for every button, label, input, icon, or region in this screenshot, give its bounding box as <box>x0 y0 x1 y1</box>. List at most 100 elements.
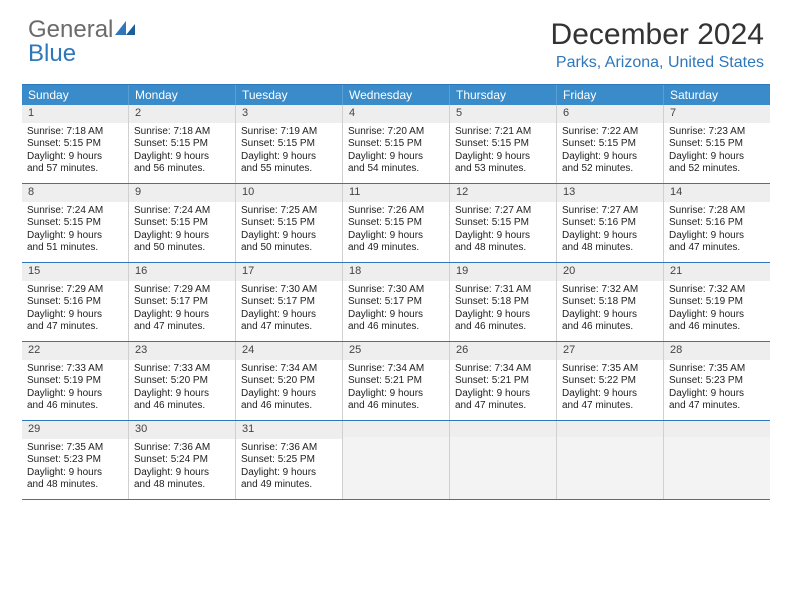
week-row: 29Sunrise: 7:35 AMSunset: 5:23 PMDayligh… <box>22 421 770 500</box>
sunset-line: Sunset: 5:16 PM <box>27 296 123 309</box>
sunset-line: Sunset: 5:25 PM <box>241 454 337 467</box>
day-number: 22 <box>22 342 128 360</box>
day-number: 10 <box>236 184 342 202</box>
daylight-line: Daylight: 9 hours <box>241 467 337 480</box>
daylight-line: Daylight: 9 hours <box>27 309 123 322</box>
daylight-line: and 48 minutes. <box>562 242 658 255</box>
daylight-line: and 46 minutes. <box>348 400 444 413</box>
daylight-line: Daylight: 9 hours <box>562 151 658 164</box>
day-cell: 8Sunrise: 7:24 AMSunset: 5:15 PMDaylight… <box>22 184 129 262</box>
sunset-line: Sunset: 5:15 PM <box>241 138 337 151</box>
day-cell: 12Sunrise: 7:27 AMSunset: 5:15 PMDayligh… <box>450 184 557 262</box>
day-body: Sunrise: 7:18 AMSunset: 5:15 PMDaylight:… <box>129 123 235 180</box>
sunset-line: Sunset: 5:15 PM <box>134 217 230 230</box>
day-body: Sunrise: 7:19 AMSunset: 5:15 PMDaylight:… <box>236 123 342 180</box>
daylight-line: and 46 minutes. <box>348 321 444 334</box>
day-body: Sunrise: 7:30 AMSunset: 5:17 PMDaylight:… <box>236 281 342 338</box>
daylight-line: and 51 minutes. <box>27 242 123 255</box>
daylight-line: Daylight: 9 hours <box>134 388 230 401</box>
day-body: Sunrise: 7:33 AMSunset: 5:19 PMDaylight:… <box>22 360 128 417</box>
sunset-line: Sunset: 5:21 PM <box>348 375 444 388</box>
day-number: 13 <box>557 184 663 202</box>
day-body: Sunrise: 7:26 AMSunset: 5:15 PMDaylight:… <box>343 202 449 259</box>
day-body: Sunrise: 7:33 AMSunset: 5:20 PMDaylight:… <box>129 360 235 417</box>
dow-row: SundayMondayTuesdayWednesdayThursdayFrid… <box>22 85 770 105</box>
sunset-line: Sunset: 5:17 PM <box>241 296 337 309</box>
daylight-line: Daylight: 9 hours <box>134 230 230 243</box>
daylight-line: Daylight: 9 hours <box>562 388 658 401</box>
daylight-line: and 47 minutes. <box>455 400 551 413</box>
daylight-line: Daylight: 9 hours <box>669 309 765 322</box>
sunset-line: Sunset: 5:15 PM <box>455 138 551 151</box>
day-cell: 25Sunrise: 7:34 AMSunset: 5:21 PMDayligh… <box>343 342 450 420</box>
day-body: Sunrise: 7:29 AMSunset: 5:17 PMDaylight:… <box>129 281 235 338</box>
daylight-line: and 47 minutes. <box>241 321 337 334</box>
daylight-line: Daylight: 9 hours <box>348 151 444 164</box>
sunset-line: Sunset: 5:15 PM <box>669 138 765 151</box>
sunset-line: Sunset: 5:17 PM <box>134 296 230 309</box>
day-number: 14 <box>664 184 770 202</box>
day-cell: 24Sunrise: 7:34 AMSunset: 5:20 PMDayligh… <box>236 342 343 420</box>
sunrise-line: Sunrise: 7:33 AM <box>134 363 230 376</box>
day-number: 20 <box>557 263 663 281</box>
daylight-line: Daylight: 9 hours <box>27 151 123 164</box>
daylight-line: Daylight: 9 hours <box>455 309 551 322</box>
day-cell: 22Sunrise: 7:33 AMSunset: 5:19 PMDayligh… <box>22 342 129 420</box>
daylight-line: Daylight: 9 hours <box>241 230 337 243</box>
day-cell: 19Sunrise: 7:31 AMSunset: 5:18 PMDayligh… <box>450 263 557 341</box>
daylight-line: and 46 minutes. <box>562 321 658 334</box>
day-cell: 4Sunrise: 7:20 AMSunset: 5:15 PMDaylight… <box>343 105 450 183</box>
daylight-line: and 52 minutes. <box>669 163 765 176</box>
day-cell: 17Sunrise: 7:30 AMSunset: 5:17 PMDayligh… <box>236 263 343 341</box>
day-body: Sunrise: 7:21 AMSunset: 5:15 PMDaylight:… <box>450 123 556 180</box>
sunset-line: Sunset: 5:21 PM <box>455 375 551 388</box>
sunset-line: Sunset: 5:18 PM <box>455 296 551 309</box>
sunset-line: Sunset: 5:15 PM <box>562 138 658 151</box>
sunset-line: Sunset: 5:15 PM <box>27 138 123 151</box>
sunset-line: Sunset: 5:16 PM <box>562 217 658 230</box>
daylight-line: and 48 minutes. <box>134 479 230 492</box>
dow-cell: Tuesday <box>236 85 343 105</box>
sunrise-line: Sunrise: 7:23 AM <box>669 126 765 139</box>
day-number: 21 <box>664 263 770 281</box>
day-body: Sunrise: 7:24 AMSunset: 5:15 PMDaylight:… <box>22 202 128 259</box>
day-number: 5 <box>450 105 556 123</box>
day-cell: 21Sunrise: 7:32 AMSunset: 5:19 PMDayligh… <box>664 263 770 341</box>
day-cell: 16Sunrise: 7:29 AMSunset: 5:17 PMDayligh… <box>129 263 236 341</box>
day-number <box>557 421 663 437</box>
daylight-line: Daylight: 9 hours <box>455 388 551 401</box>
sunset-line: Sunset: 5:15 PM <box>455 217 551 230</box>
sunset-line: Sunset: 5:16 PM <box>669 217 765 230</box>
day-number: 4 <box>343 105 449 123</box>
daylight-line: and 47 minutes. <box>27 321 123 334</box>
daylight-line: Daylight: 9 hours <box>134 309 230 322</box>
day-body: Sunrise: 7:35 AMSunset: 5:23 PMDaylight:… <box>664 360 770 417</box>
daylight-line: and 48 minutes. <box>455 242 551 255</box>
day-number: 18 <box>343 263 449 281</box>
dow-cell: Wednesday <box>343 85 450 105</box>
sunset-line: Sunset: 5:19 PM <box>669 296 765 309</box>
day-body: Sunrise: 7:25 AMSunset: 5:15 PMDaylight:… <box>236 202 342 259</box>
sunrise-line: Sunrise: 7:24 AM <box>134 205 230 218</box>
sunset-line: Sunset: 5:17 PM <box>348 296 444 309</box>
day-number: 6 <box>557 105 663 123</box>
sunrise-line: Sunrise: 7:32 AM <box>562 284 658 297</box>
sunrise-line: Sunrise: 7:30 AM <box>241 284 337 297</box>
day-number <box>450 421 556 437</box>
day-cell: 14Sunrise: 7:28 AMSunset: 5:16 PMDayligh… <box>664 184 770 262</box>
day-number: 15 <box>22 263 128 281</box>
daylight-line: Daylight: 9 hours <box>669 388 765 401</box>
week-row: 22Sunrise: 7:33 AMSunset: 5:19 PMDayligh… <box>22 342 770 421</box>
day-cell: 15Sunrise: 7:29 AMSunset: 5:16 PMDayligh… <box>22 263 129 341</box>
daylight-line: and 46 minutes. <box>134 400 230 413</box>
day-number: 17 <box>236 263 342 281</box>
daylight-line: and 53 minutes. <box>455 163 551 176</box>
day-cell: 10Sunrise: 7:25 AMSunset: 5:15 PMDayligh… <box>236 184 343 262</box>
sunset-line: Sunset: 5:15 PM <box>241 217 337 230</box>
day-number: 31 <box>236 421 342 439</box>
day-body: Sunrise: 7:24 AMSunset: 5:15 PMDaylight:… <box>129 202 235 259</box>
sunset-line: Sunset: 5:20 PM <box>241 375 337 388</box>
day-number: 3 <box>236 105 342 123</box>
daylight-line: Daylight: 9 hours <box>348 309 444 322</box>
daylight-line: Daylight: 9 hours <box>669 151 765 164</box>
